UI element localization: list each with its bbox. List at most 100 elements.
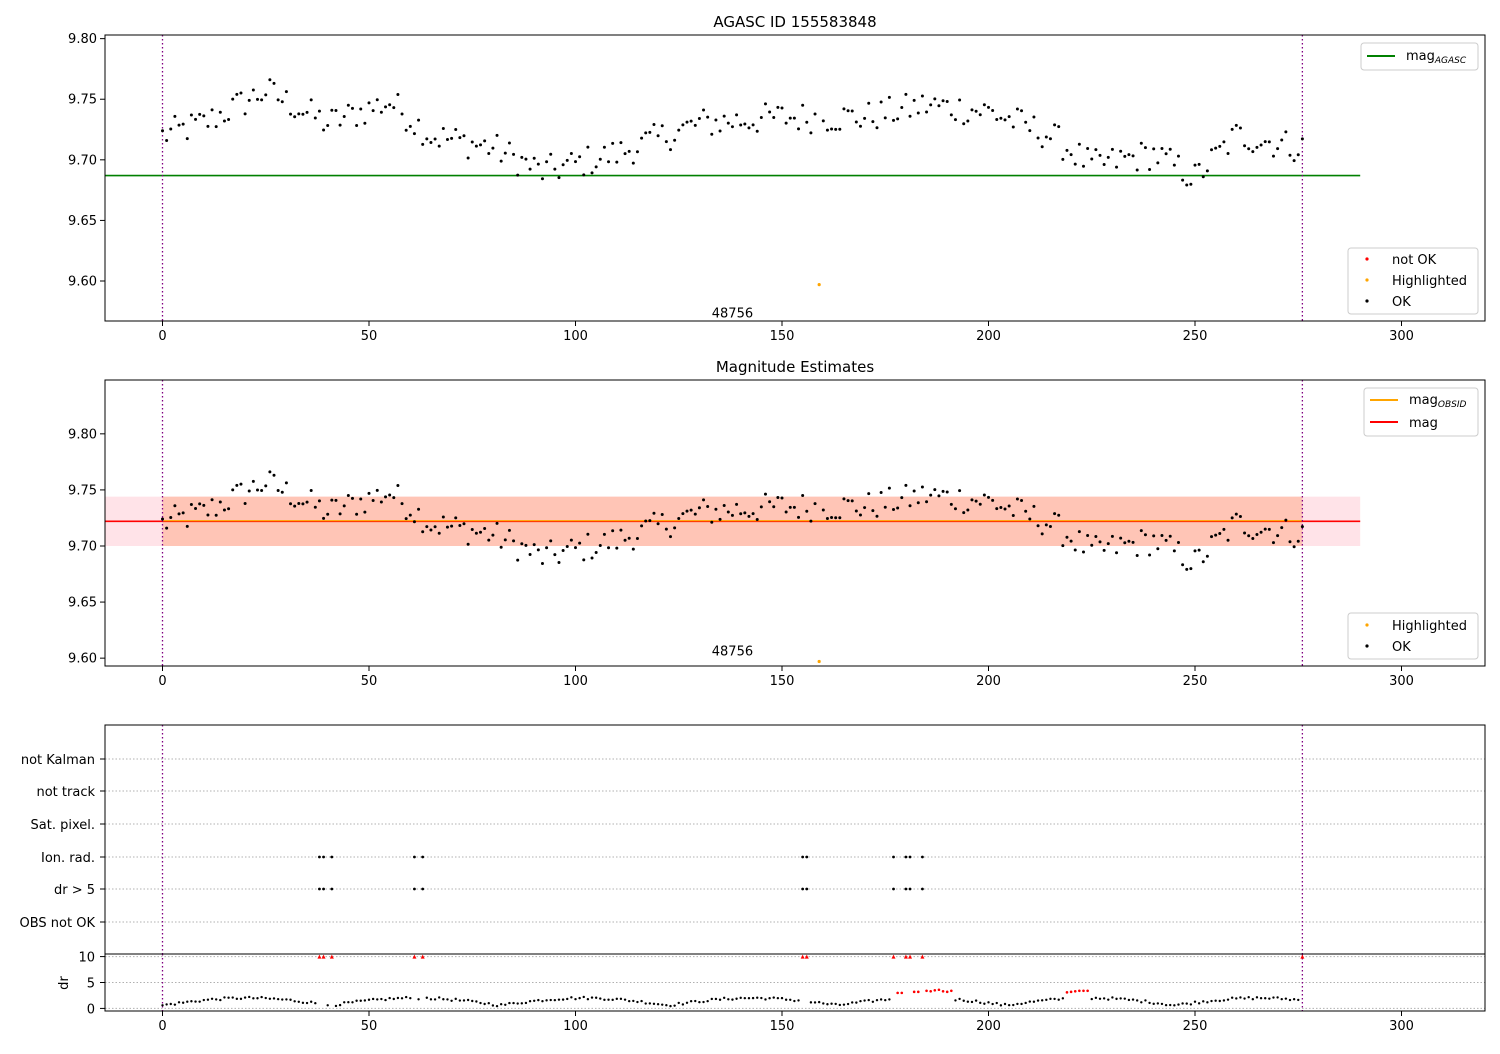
ok-point xyxy=(454,127,458,131)
dr-point xyxy=(1131,998,1135,1001)
ok-point xyxy=(887,95,891,99)
ok-point xyxy=(1110,147,1114,151)
dr-point xyxy=(429,998,433,1001)
ok-point xyxy=(1040,145,1044,149)
dr-point xyxy=(169,1002,172,1006)
dr-point xyxy=(276,997,280,1001)
dr-point xyxy=(206,998,210,1001)
ok-point xyxy=(272,81,276,85)
ok-point xyxy=(809,519,813,523)
ok-point xyxy=(1214,533,1218,537)
ok-point xyxy=(1057,513,1061,517)
ok-point xyxy=(677,128,681,132)
dr-point xyxy=(983,1002,986,1005)
dr-point xyxy=(227,996,230,999)
ok-point xyxy=(173,114,177,118)
ok-point xyxy=(780,106,784,110)
flag-point xyxy=(801,887,805,891)
dr-point xyxy=(479,1001,482,1005)
dr-point-not-ok xyxy=(929,990,932,993)
dr-point xyxy=(314,1002,317,1005)
ok-point xyxy=(487,151,491,155)
ok-point xyxy=(239,482,243,486)
ok-point xyxy=(1185,183,1189,187)
dr-point-clipped xyxy=(908,954,913,959)
x-tick-label: 300 xyxy=(1389,329,1414,344)
ok-point xyxy=(710,520,714,524)
dr-point xyxy=(871,1000,875,1004)
panel-magnitude-frame xyxy=(104,379,1486,667)
dr-point xyxy=(842,1003,846,1006)
ok-point xyxy=(1280,526,1284,530)
dr-point xyxy=(1202,1000,1205,1003)
ok-point xyxy=(1230,127,1234,131)
ok-point xyxy=(491,533,495,537)
ok-point xyxy=(1069,153,1073,157)
dr-point xyxy=(347,1001,350,1004)
ok-point xyxy=(933,97,937,101)
ok-point xyxy=(953,118,957,122)
ok-point xyxy=(243,112,247,116)
ok-point xyxy=(1086,147,1090,151)
ok-point xyxy=(1226,538,1230,542)
dr-point xyxy=(1297,998,1300,1002)
ok-point xyxy=(247,489,251,493)
legend-mag-label: mag xyxy=(1409,416,1438,431)
legend-highlighted-label: Highlighted xyxy=(1392,274,1467,289)
ok-point xyxy=(974,499,978,503)
ok-point xyxy=(202,503,206,507)
ok-point xyxy=(607,546,611,550)
dr-point xyxy=(627,999,631,1003)
ok-point xyxy=(1300,525,1304,529)
ok-point xyxy=(540,177,544,181)
ok-point xyxy=(392,496,396,500)
ok-point xyxy=(165,526,169,530)
ok-point xyxy=(334,498,338,502)
panel-magnitude-annotation: 48756 xyxy=(712,644,753,659)
ok-point xyxy=(1044,135,1048,139)
ok-point xyxy=(429,528,433,532)
dr-point xyxy=(838,1003,842,1007)
ok-point xyxy=(1243,531,1247,535)
ok-point xyxy=(784,510,788,514)
ok-point xyxy=(929,493,933,497)
ok-point xyxy=(412,520,416,524)
ok-point xyxy=(520,155,524,159)
dr-point xyxy=(177,1001,181,1004)
ok-point xyxy=(429,140,433,144)
dr-point xyxy=(355,999,358,1002)
dr-point xyxy=(1243,997,1246,1000)
ok-point xyxy=(532,543,536,547)
ok-point xyxy=(536,548,540,552)
ok-point xyxy=(1288,153,1292,157)
y-tick-label: 9.60 xyxy=(68,652,97,667)
dr-point xyxy=(165,1003,168,1006)
ok-point xyxy=(305,110,309,114)
y-tick-label: 9.80 xyxy=(68,427,97,442)
ok-point xyxy=(326,123,330,127)
ok-point xyxy=(830,516,834,520)
ok-point xyxy=(945,490,949,494)
ok-point xyxy=(1020,109,1024,113)
ok-point xyxy=(619,141,623,145)
dr-point xyxy=(789,998,792,1001)
ok-point xyxy=(759,116,763,120)
ok-point xyxy=(276,98,280,102)
ok-point xyxy=(582,558,586,562)
ok-point xyxy=(1226,152,1230,156)
dr-point xyxy=(466,998,470,1002)
ok-point xyxy=(854,509,858,513)
ok-point xyxy=(821,508,825,512)
ok-point xyxy=(1267,527,1271,531)
ok-point xyxy=(185,137,189,141)
ok-point xyxy=(1185,567,1189,571)
dr-point xyxy=(446,998,449,1001)
legend-ok-marker xyxy=(1365,299,1369,303)
dr-point xyxy=(504,1003,507,1006)
dr-point xyxy=(438,996,441,999)
flag-label: OBS not OK xyxy=(20,916,96,931)
ok-point xyxy=(1255,145,1259,149)
ok-point xyxy=(375,488,379,492)
ok-point xyxy=(995,117,999,121)
point-legend-box xyxy=(1347,612,1479,660)
